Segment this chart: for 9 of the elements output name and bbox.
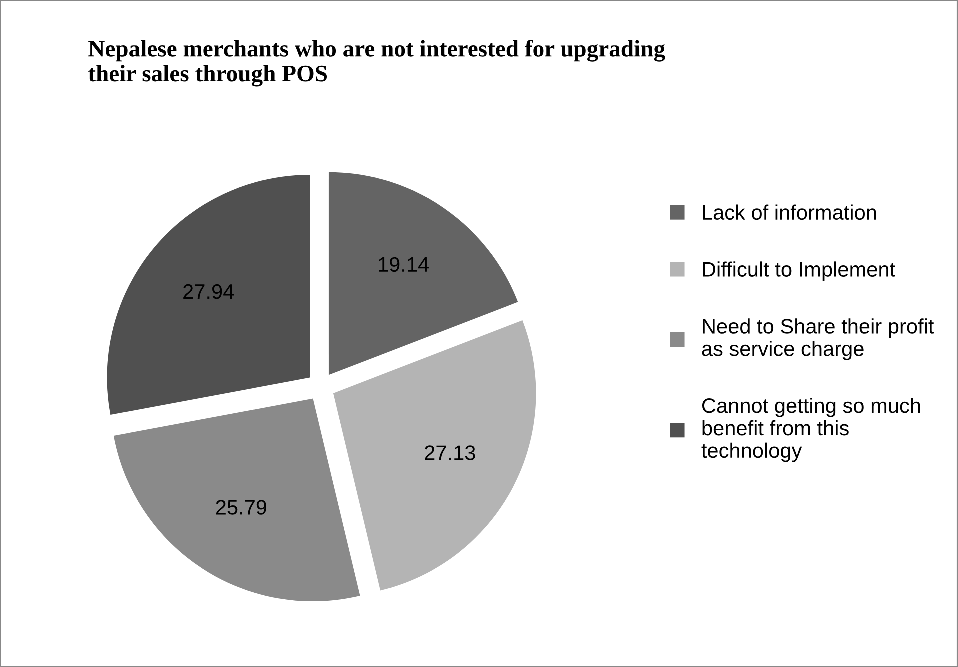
data-label: 19.14 <box>379 257 429 272</box>
chart-title: Nepalese merchants who are not interested for upgrading their sales through POS <box>88 40 666 87</box>
data-label: 27.13 <box>425 446 476 460</box>
legend-label: Cannot getting so much benefit from this technology <box>702 398 920 462</box>
data-label: 25.79 <box>216 500 267 515</box>
data-label: 27.94 <box>184 284 234 300</box>
legend-label: Lack of information <box>703 204 876 220</box>
legend-label: Need to Share their profit as service charge <box>702 318 934 360</box>
legend-label: Difficult to Implement <box>703 262 896 282</box>
